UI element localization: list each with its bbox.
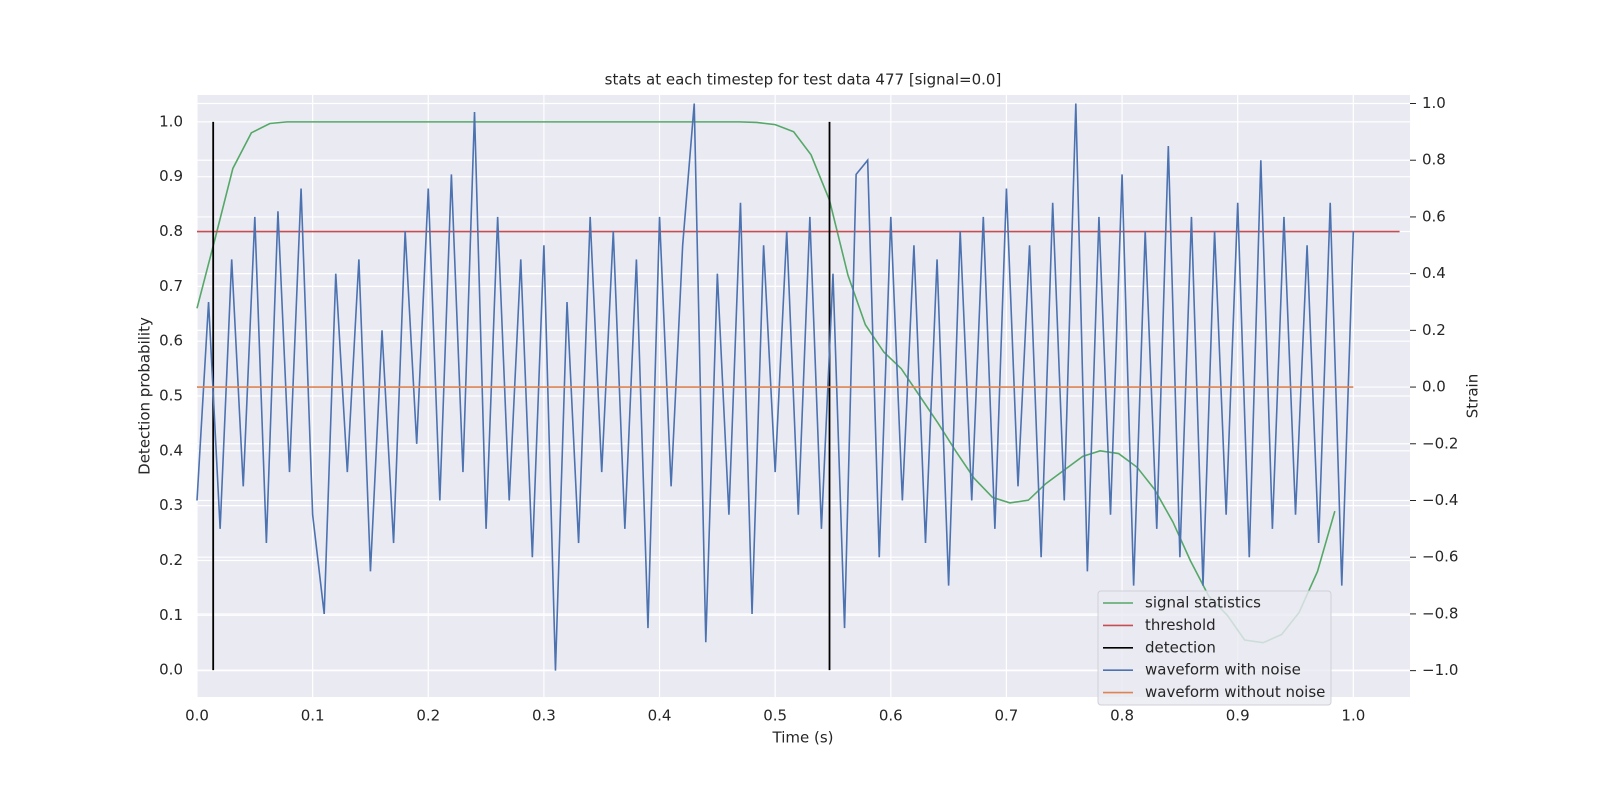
y-tick-label: 1.0 xyxy=(159,112,183,130)
legend-box xyxy=(1097,590,1332,706)
x-tick-label: 0.4 xyxy=(648,707,672,725)
legend: signal statistics threshold detection wavef… xyxy=(1097,590,1332,706)
chart-title: stats at each timestep for test data 477… xyxy=(605,71,1002,89)
y2-tick-label: −0.8 xyxy=(1422,604,1458,622)
y-tick-label: 0.7 xyxy=(159,277,183,295)
y2-tick-label: 0.0 xyxy=(1422,378,1446,396)
y2-tick-label: −0.4 xyxy=(1422,491,1458,509)
y2-tick-label: 1.0 xyxy=(1422,94,1446,112)
x-tick-label: 0.0 xyxy=(185,707,209,725)
y2-tick-label: −0.6 xyxy=(1422,548,1458,566)
x-tick-label: 0.8 xyxy=(1110,707,1134,725)
y-tick-label: 0.1 xyxy=(159,606,183,624)
y-tick-label: 0.2 xyxy=(159,551,183,569)
y2-tick-label: 0.4 xyxy=(1422,264,1446,282)
x-tick-label: 0.2 xyxy=(416,707,440,725)
x-tick-label: 0.3 xyxy=(532,707,556,725)
y-tick-label: 0.6 xyxy=(159,332,183,350)
y2-tick-label: −1.0 xyxy=(1422,661,1458,679)
y2-tick-label: 0.8 xyxy=(1422,151,1446,169)
x-tick-label: 0.6 xyxy=(879,707,903,725)
legend-label: waveform with noise xyxy=(1145,661,1301,679)
y2-axis-label: Strain xyxy=(1464,374,1482,418)
y2-tick-label: 0.6 xyxy=(1422,207,1446,225)
y-tick-label: 0.8 xyxy=(159,222,183,240)
x-tick-label: 1.0 xyxy=(1341,707,1365,725)
x-tick-label: 0.1 xyxy=(301,707,325,725)
legend-label: signal statistics xyxy=(1145,594,1261,612)
x-tick-label: 0.9 xyxy=(1226,707,1250,725)
y-tick-label: 0.5 xyxy=(159,387,183,405)
series-line xyxy=(196,103,1355,671)
x-tick-label: 0.5 xyxy=(763,707,787,725)
x-tick-label: 0.7 xyxy=(995,707,1019,725)
y2-tick-label: 0.2 xyxy=(1422,321,1446,339)
y-axis-label: Detection probability xyxy=(136,317,154,475)
legend-label: detection xyxy=(1145,638,1216,656)
legend-label: waveform without noise xyxy=(1145,683,1325,701)
y-tick-label: 0.3 xyxy=(159,496,183,514)
y-tick-label: 0.0 xyxy=(159,661,183,679)
y-tick-label: 0.4 xyxy=(159,441,183,459)
legend-label: threshold xyxy=(1145,616,1216,634)
y-tick-label: 0.9 xyxy=(159,167,183,185)
y2-tick-label: −0.2 xyxy=(1422,434,1458,452)
x-axis-label: Time (s) xyxy=(772,729,834,747)
